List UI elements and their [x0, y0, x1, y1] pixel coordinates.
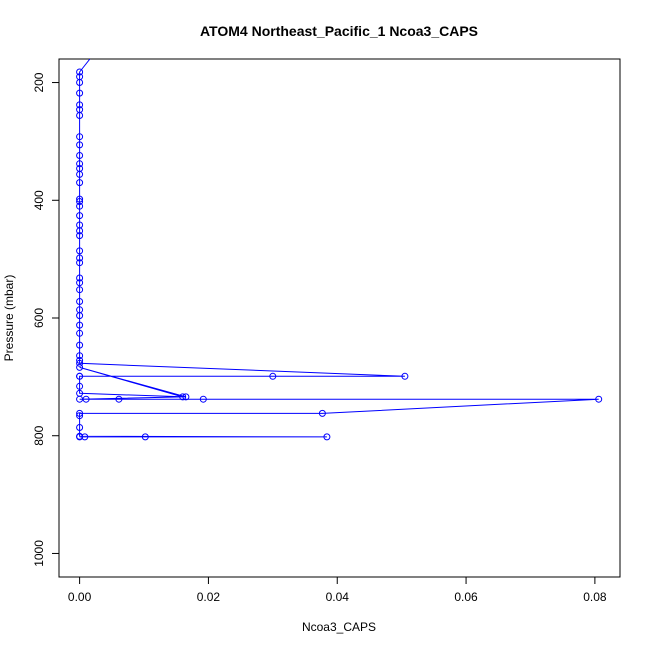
data-point — [199, 395, 207, 403]
data-point — [76, 382, 84, 390]
data-point — [76, 359, 84, 367]
data-point — [182, 393, 190, 401]
data-point — [76, 141, 84, 149]
chart-title: ATOM4 Northeast_Pacific_1 Ncoa3_CAPS — [200, 23, 478, 39]
series-line — [79, 59, 599, 438]
y-tick-label: 400 — [32, 190, 46, 210]
y-axis: 200 400 600 800 1000 — [32, 72, 60, 567]
data-point — [141, 433, 149, 441]
data-point — [76, 227, 84, 235]
data-point — [76, 259, 84, 267]
data-point — [76, 101, 84, 109]
x-tick-label: 0.04 — [326, 590, 350, 604]
data-point — [76, 198, 84, 205]
plot-frame — [58, 58, 621, 578]
x-tick-label: 0.06 — [454, 590, 478, 604]
data-point — [82, 395, 90, 403]
y-tick-label: 1000 — [32, 540, 46, 567]
data-point — [76, 409, 84, 417]
x-tick-label: 0.00 — [68, 590, 92, 604]
x-axis-label: Ncoa3_CAPS — [302, 620, 376, 634]
data-point — [76, 341, 84, 349]
data-point — [81, 433, 89, 441]
data-point — [76, 372, 84, 380]
data-point — [76, 170, 84, 178]
data-point — [76, 274, 84, 282]
y-axis-label: Pressure (mbar) — [2, 275, 16, 362]
x-tick-label: 0.02 — [197, 590, 221, 604]
data-point — [76, 133, 84, 141]
data-point — [76, 202, 84, 210]
data-point — [76, 286, 84, 294]
data-point — [323, 433, 331, 441]
data-point — [76, 89, 84, 97]
data-point — [76, 329, 84, 337]
y-tick-label: 200 — [32, 72, 46, 92]
data-point — [76, 79, 84, 86]
data-point — [269, 372, 277, 380]
data-point — [76, 232, 84, 240]
data-point — [76, 112, 84, 119]
data-point — [76, 424, 84, 431]
y-tick-label: 600 — [32, 308, 46, 328]
data-point — [76, 298, 84, 305]
data-point — [76, 247, 84, 255]
data-point — [76, 363, 84, 371]
data-point — [76, 68, 84, 76]
data-point — [76, 312, 84, 320]
data-point — [76, 279, 84, 287]
x-axis: 0.00 0.02 0.04 0.06 0.08 — [68, 576, 607, 604]
data-point — [76, 212, 84, 220]
series-layer — [76, 59, 603, 441]
data-point — [76, 433, 84, 441]
data-point — [76, 152, 84, 159]
data-point — [595, 395, 603, 403]
x-tick-label: 0.08 — [583, 590, 607, 604]
data-point — [115, 395, 123, 403]
data-point — [76, 356, 84, 364]
data-point — [401, 372, 409, 380]
data-point — [76, 160, 84, 168]
data-point — [318, 409, 326, 417]
data-point — [76, 352, 84, 360]
data-point — [179, 393, 187, 401]
y-tick-label: 800 — [32, 425, 46, 445]
data-point — [76, 179, 84, 187]
data-point — [76, 412, 84, 420]
data-point — [76, 254, 84, 262]
data-point — [76, 321, 84, 329]
data-point — [76, 195, 84, 203]
